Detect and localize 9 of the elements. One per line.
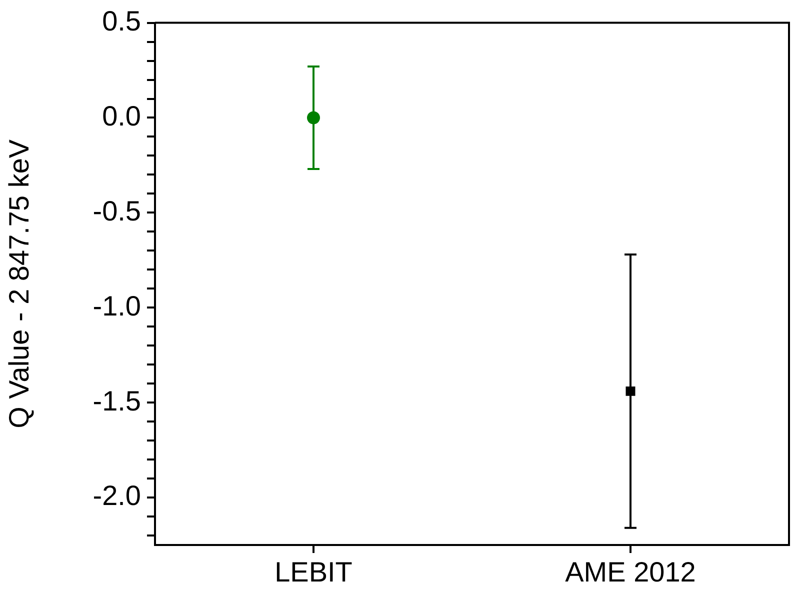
y-tick-label: -0.5 xyxy=(92,195,141,226)
y-axis-title: Q Value - 2 847.75 keV xyxy=(4,139,35,428)
y-tick-label: 0.0 xyxy=(102,100,141,132)
x-tick-label: AME 2012 xyxy=(565,556,696,588)
y-tick-label: 0.5 xyxy=(102,6,141,37)
x-tick-label: LEBIT xyxy=(274,556,352,588)
y-tick-label: -1.5 xyxy=(92,385,141,416)
y-tick-label: -1.0 xyxy=(92,290,141,322)
y-tick-label: -2.0 xyxy=(92,480,141,512)
